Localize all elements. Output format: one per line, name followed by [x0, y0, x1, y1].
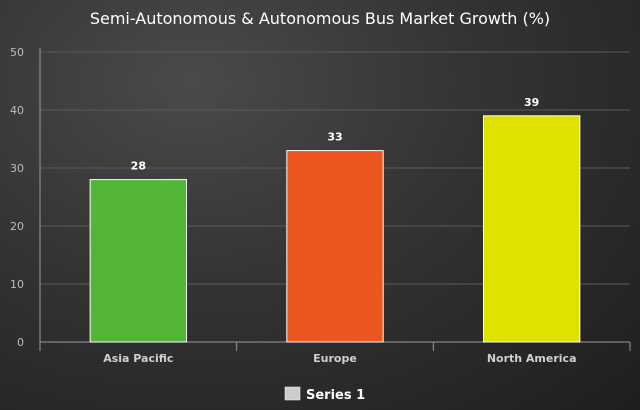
chart-title: Semi-Autonomous & Autonomous Bus Market … — [90, 9, 550, 28]
x-axis: Asia Pacific Europe North America — [39, 341, 631, 365]
x-tick-label: North America — [487, 352, 577, 365]
data-label: 39 — [524, 96, 539, 109]
legend-label: Series 1 — [306, 388, 365, 403]
y-tick-label: 30 — [10, 162, 24, 175]
x-tick-label: Asia Pacific — [103, 352, 173, 365]
bar — [482, 115, 581, 343]
data-label: 28 — [131, 160, 146, 173]
bar — [286, 150, 384, 343]
x-tick-label: Europe — [313, 352, 357, 365]
y-tick-label: 10 — [10, 278, 24, 291]
data-label: 33 — [327, 131, 342, 144]
bars: 28 33 39 — [89, 96, 581, 343]
y-axis: 0 10 20 30 40 50 — [10, 46, 41, 349]
legend-swatch — [284, 386, 301, 401]
y-tick-label: 40 — [10, 104, 24, 117]
y-tick-label: 50 — [10, 46, 24, 59]
y-tick-label: 0 — [17, 336, 24, 349]
bar — [89, 179, 188, 343]
y-tick-label: 20 — [10, 220, 24, 233]
legend[interactable]: Series 1 — [284, 386, 365, 403]
